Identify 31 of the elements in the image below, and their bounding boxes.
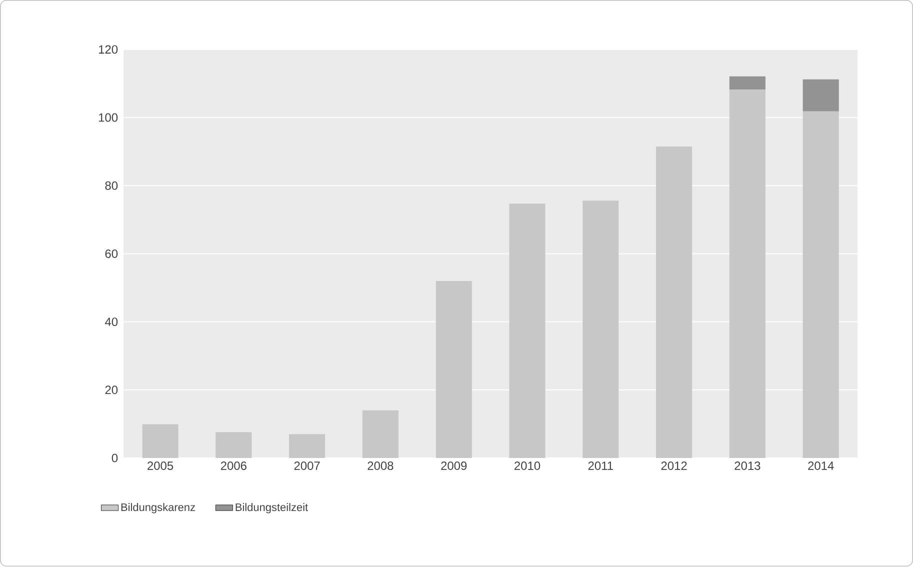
bar (729, 90, 766, 458)
bar (582, 200, 619, 458)
x-tick-label: 2010 (514, 462, 540, 470)
bar (362, 410, 398, 458)
x-tick-label: 2006 (220, 462, 246, 470)
bar (509, 204, 546, 458)
y-tick-label: 0 (112, 454, 118, 462)
legend-label: Bildungsteilzeit (236, 503, 308, 514)
bar (216, 432, 252, 458)
y-tick-label: 40 (105, 318, 118, 326)
x-tick-label: 2008 (368, 462, 394, 470)
bar (802, 80, 839, 112)
bar (142, 424, 178, 458)
y-tick-label: 20 (105, 386, 118, 394)
legend-label: Bildungskarenz (121, 503, 195, 514)
bar (436, 281, 472, 458)
x-tick-label: 2005 (148, 462, 174, 470)
y-tick-label: 120 (98, 45, 118, 54)
y-tick-label: 80 (105, 182, 118, 190)
x-tick-label: 2013 (734, 462, 760, 470)
bar (802, 112, 839, 458)
bar (289, 434, 326, 458)
bar (656, 146, 692, 458)
x-tick-label: 2009 (441, 462, 467, 470)
x-tick-label: 2014 (808, 462, 834, 470)
x-tick-label: 2011 (588, 462, 613, 470)
x-tick-label: 2012 (661, 462, 687, 470)
bar (729, 76, 766, 90)
y-tick-label: 60 (105, 250, 118, 258)
x-tick-label: 2007 (294, 462, 320, 470)
y-tick-label: 100 (98, 114, 118, 122)
